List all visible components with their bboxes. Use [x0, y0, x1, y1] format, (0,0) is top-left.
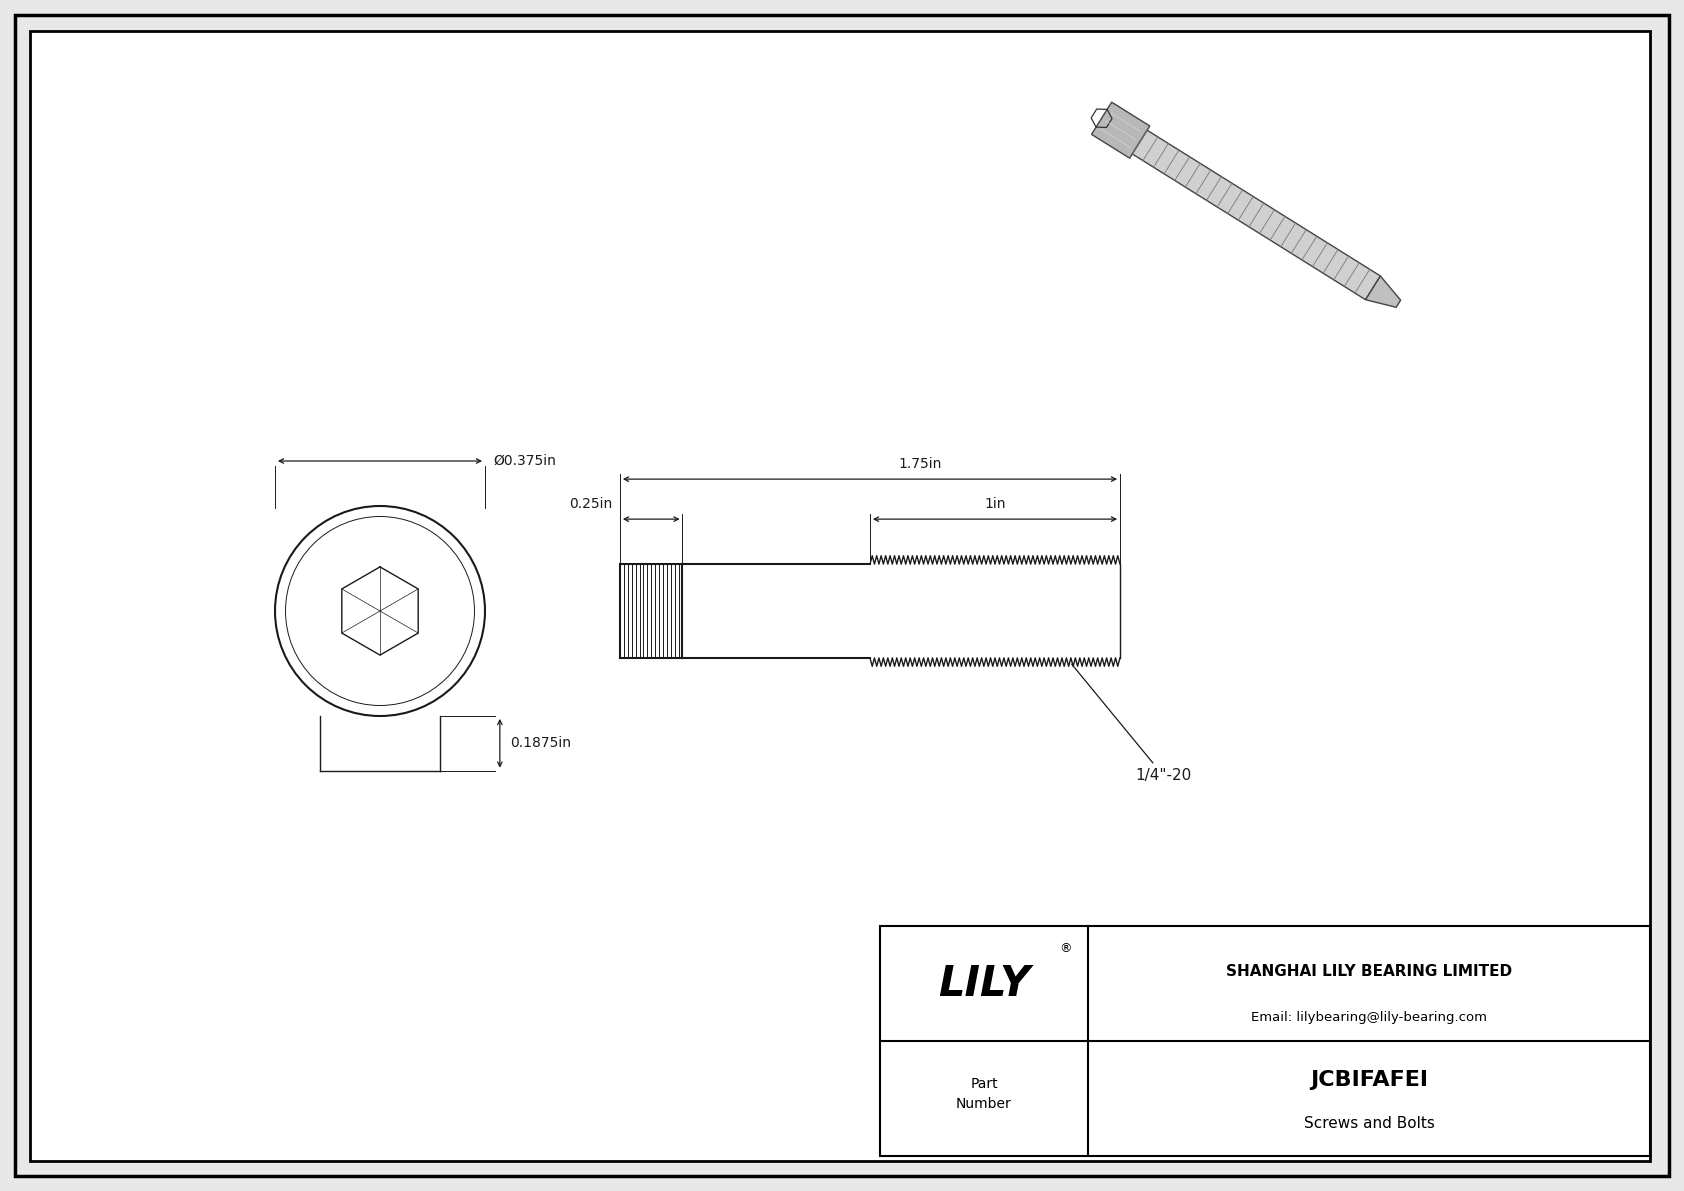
Text: Part
Number: Part Number: [957, 1077, 1012, 1111]
Text: SHANGHAI LILY BEARING LIMITED: SHANGHAI LILY BEARING LIMITED: [1226, 965, 1512, 979]
Text: 0.1875in: 0.1875in: [510, 736, 571, 750]
Text: JCBIFAFEI: JCBIFAFEI: [1310, 1070, 1428, 1090]
Text: Email: lilybearing@lily-bearing.com: Email: lilybearing@lily-bearing.com: [1251, 1011, 1487, 1024]
FancyBboxPatch shape: [30, 31, 1650, 1161]
Polygon shape: [1132, 130, 1381, 300]
Text: LILY: LILY: [938, 962, 1031, 1004]
Text: ®: ®: [1059, 942, 1073, 955]
Polygon shape: [1366, 276, 1401, 307]
Polygon shape: [1091, 102, 1150, 158]
Text: 0.25in: 0.25in: [569, 497, 611, 511]
Text: 1.75in: 1.75in: [898, 457, 941, 472]
Text: 1/4"-20: 1/4"-20: [1071, 665, 1191, 782]
Text: Ø0.375in: Ø0.375in: [493, 454, 556, 468]
Text: 1in: 1in: [983, 497, 1005, 511]
FancyBboxPatch shape: [881, 925, 1650, 1156]
Text: Screws and Bolts: Screws and Bolts: [1303, 1116, 1435, 1131]
